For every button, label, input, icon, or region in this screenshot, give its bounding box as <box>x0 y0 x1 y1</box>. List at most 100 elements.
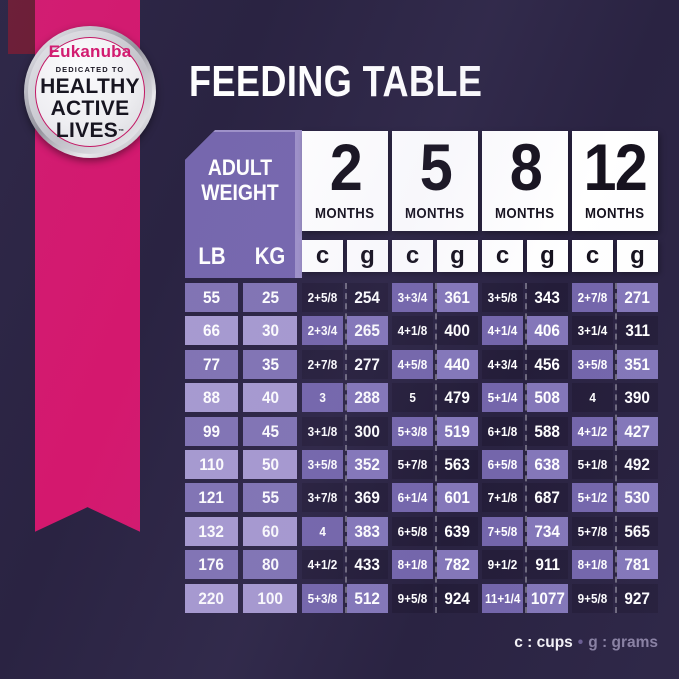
grams-value-cell: 343 <box>527 283 568 312</box>
cups-value-cell: 4+1/4 <box>482 316 523 345</box>
grams-value-cell: 508 <box>527 383 568 412</box>
cups-value-cell: 2+5/8 <box>302 283 343 312</box>
cups-value-cell: 3+5/8 <box>482 283 523 312</box>
cups-value-cell: 3+3/4 <box>392 283 433 312</box>
cups-value-cell: 4+3/4 <box>482 350 523 379</box>
cg-divider <box>614 283 617 613</box>
grams-value-cell: 563 <box>437 450 478 479</box>
grams-value-cell: 369 <box>347 483 388 512</box>
grams-value-cell: 492 <box>617 450 658 479</box>
grams-unit-header: g <box>527 240 568 272</box>
grams-unit-header: g <box>347 240 388 272</box>
grams-value-cell: 512 <box>347 584 388 613</box>
eukanuba-seal: Eukanuba DEDICATED TO HEALTHY ACTIVE LIV… <box>24 26 156 158</box>
grams-value-cell: 361 <box>437 283 478 312</box>
grams-value-cell: 601 <box>437 483 478 512</box>
cups-unit-header: c <box>392 240 433 272</box>
cups-value-cell: 7+1/8 <box>482 483 523 512</box>
cups-value-cell: 9+5/8 <box>392 584 433 613</box>
grams-value-cell: 277 <box>347 350 388 379</box>
cups-value-cell: 9+5/8 <box>572 584 613 613</box>
cups-value-cell: 4+1/2 <box>572 417 613 446</box>
grams-value-cell: 782 <box>437 550 478 579</box>
seal-tagline: DEDICATED TO <box>55 64 125 74</box>
month-number: 8 <box>509 130 542 204</box>
cups-value-cell: 3+1/8 <box>302 417 343 446</box>
cups-value-cell: 5+3/8 <box>302 584 343 613</box>
cups-value-cell: 4 <box>302 517 343 546</box>
cups-value-cell: 3+5/8 <box>572 350 613 379</box>
legend-dot: • <box>577 634 584 651</box>
cups-value-cell: 6+5/8 <box>392 517 433 546</box>
grams-value-cell: 440 <box>437 350 478 379</box>
cups-value-cell: 5+7/8 <box>572 517 613 546</box>
cups-value-cell: 6+5/8 <box>482 450 523 479</box>
cups-value-cell: 4 <box>572 383 613 412</box>
lb-cell: 55 <box>185 283 238 312</box>
grams-value-cell: 352 <box>347 450 388 479</box>
seal-line3: LIVES™ <box>55 118 125 142</box>
month-header-12: 12 MONTHS <box>572 131 658 231</box>
kg-cell: 50 <box>243 450 297 479</box>
cups-value-cell: 5+1/4 <box>482 383 523 412</box>
cups-value-cell: 5+1/8 <box>572 450 613 479</box>
month-label: MONTHS <box>405 205 465 222</box>
cups-value-cell: 8+1/8 <box>392 550 433 579</box>
kg-cell: 35 <box>243 350 297 379</box>
grams-value-cell: 300 <box>347 417 388 446</box>
trademark-symbol: ™ <box>118 128 125 135</box>
lb-cell: 121 <box>185 483 238 512</box>
kg-cell: 60 <box>243 517 297 546</box>
cups-value-cell: 5+3/8 <box>392 417 433 446</box>
grams-value-cell: 638 <box>527 450 568 479</box>
seal-line1: HEALTHY <box>40 74 140 98</box>
month-number: 5 <box>419 130 452 204</box>
cups-value-cell: 3+5/8 <box>302 450 343 479</box>
month-header-2: 2 MONTHS <box>302 131 388 231</box>
month-header-8: 8 MONTHS <box>482 131 568 231</box>
legend-cups: c : cups <box>514 634 573 651</box>
cups-value-cell: 3+7/8 <box>302 483 343 512</box>
lb-cell: 77 <box>185 350 238 379</box>
cups-unit-header: c <box>572 240 613 272</box>
cups-value-cell: 6+1/8 <box>482 417 523 446</box>
kg-cell: 45 <box>243 417 297 446</box>
page-title: FEEDING TABLE <box>189 57 483 106</box>
kg-cell: 40 <box>243 383 297 412</box>
cups-value-cell: 4+1/8 <box>392 316 433 345</box>
cups-value-cell: 4+1/2 <box>302 550 343 579</box>
lb-header: LB <box>197 243 226 270</box>
kg-cell: 100 <box>243 584 297 613</box>
month-label: MONTHS <box>315 205 375 222</box>
corner-panel: ADULT WEIGHT <box>185 132 295 278</box>
cups-value-cell: 2+7/8 <box>572 283 613 312</box>
grams-value-cell: 927 <box>617 584 658 613</box>
seal-line2: ACTIVE <box>50 96 130 120</box>
grams-value-cell: 254 <box>347 283 388 312</box>
grams-value-cell: 427 <box>617 417 658 446</box>
cups-value-cell: 5+7/8 <box>392 450 433 479</box>
cups-value-cell: 3+1/4 <box>572 316 613 345</box>
lb-cell: 132 <box>185 517 238 546</box>
grams-value-cell: 588 <box>527 417 568 446</box>
cups-value-cell: 5+1/2 <box>572 483 613 512</box>
grams-value-cell: 456 <box>527 350 568 379</box>
grams-value-cell: 911 <box>527 550 568 579</box>
seal-face: Eukanuba DEDICATED TO HEALTHY ACTIVE LIV… <box>35 37 145 147</box>
grams-value-cell: 519 <box>437 417 478 446</box>
cups-value-cell: 7+5/8 <box>482 517 523 546</box>
lb-cell: 110 <box>185 450 238 479</box>
grams-value-cell: 390 <box>617 383 658 412</box>
cups-value-cell: 11+1/4 <box>482 584 523 613</box>
cups-value-cell: 2+3/4 <box>302 316 343 345</box>
grams-value-cell: 1077 <box>527 584 568 613</box>
cups-value-cell: 9+1/2 <box>482 550 523 579</box>
month-number: 2 <box>329 130 362 204</box>
grams-value-cell: 311 <box>617 316 658 345</box>
cups-value-cell: 5 <box>392 383 433 412</box>
grams-value-cell: 288 <box>347 383 388 412</box>
grams-value-cell: 530 <box>617 483 658 512</box>
grams-value-cell: 924 <box>437 584 478 613</box>
brand-logo: Eukanuba <box>48 41 132 61</box>
